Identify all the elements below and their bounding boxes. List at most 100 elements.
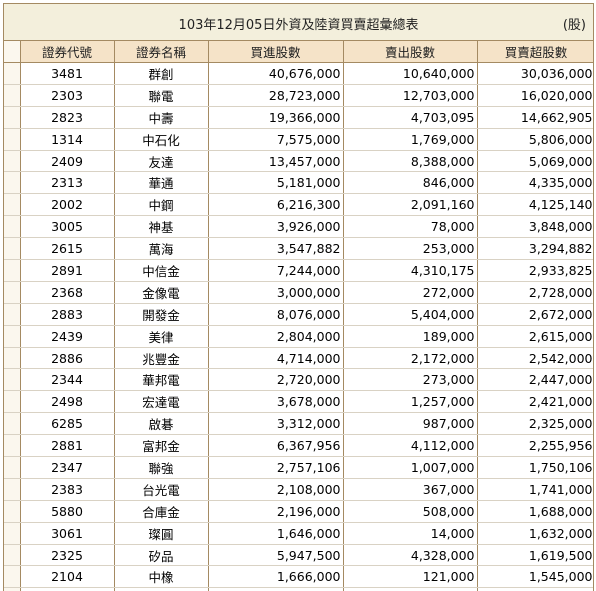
row-marker-cell xyxy=(4,259,21,282)
buy-shares-cell: 13,457,000 xyxy=(208,150,344,173)
buy-shares-cell: 7,244,000 xyxy=(208,259,344,282)
row-marker-cell xyxy=(4,281,21,304)
table-row: 2002 中鋼 6,216,300 2,091,160 4,125,140 xyxy=(4,193,593,217)
net-shares-cell: 2,447,000 xyxy=(477,368,593,392)
sell-shares-cell: 4,112,000 xyxy=(343,434,478,458)
stock-name-cell: 中壽 xyxy=(114,106,209,129)
stock-code-cell: 2823 xyxy=(20,106,115,129)
table-row: 2891 中信金 7,244,000 4,310,175 2,933,825 xyxy=(4,259,593,282)
net-shares-cell: 2,933,825 xyxy=(477,259,593,282)
sell-shares-cell: 896,000 xyxy=(343,587,478,591)
stock-code-cell: 1314 xyxy=(20,128,115,151)
report-title: 103年12月05日外資及陸資買賣超彙總表 xyxy=(178,18,419,33)
row-marker-cell xyxy=(4,368,21,392)
stock-name-cell: 瑞儀 xyxy=(114,587,209,591)
column-header-sell[interactable]: 賣出股數 xyxy=(343,41,478,63)
table-row: 2344 華邦電 2,720,000 273,000 2,447,000 xyxy=(4,368,593,392)
stock-code-cell: 2881 xyxy=(20,434,115,458)
row-marker-cell xyxy=(4,303,21,326)
sell-shares-cell: 1,257,000 xyxy=(343,390,478,414)
net-shares-cell: 2,672,000 xyxy=(477,303,593,326)
buy-shares-cell: 6,216,300 xyxy=(208,193,344,217)
stock-name-cell: 華邦電 xyxy=(114,368,209,392)
stock-code-cell: 2303 xyxy=(20,84,115,107)
net-shares-cell: 4,125,140 xyxy=(477,193,593,217)
net-shares-cell: 2,421,000 xyxy=(477,390,593,414)
net-shares-cell: 2,728,000 xyxy=(477,281,593,304)
net-shares-cell: 4,335,000 xyxy=(477,171,593,195)
row-marker-cell xyxy=(4,215,21,239)
table-header-row: 證券代號 證券名稱 買進股數 賣出股數 買賣超股數 xyxy=(4,41,593,63)
row-marker-cell xyxy=(4,237,21,261)
stock-name-cell: 兆豐金 xyxy=(114,347,209,370)
row-marker-cell xyxy=(4,434,21,458)
stock-code-cell: 3481 xyxy=(20,62,115,85)
buy-shares-cell: 2,757,106 xyxy=(208,456,344,479)
table-row: 2313 華通 5,181,000 846,000 4,335,000 xyxy=(4,171,593,195)
stock-code-cell: 2615 xyxy=(20,237,115,261)
row-marker-cell xyxy=(4,150,21,173)
sell-shares-cell: 1,007,000 xyxy=(343,456,478,479)
buy-shares-cell: 2,281,000 xyxy=(208,587,344,591)
buy-shares-cell: 6,367,956 xyxy=(208,434,344,458)
table-row: 2409 友達 13,457,000 8,388,000 5,069,000 xyxy=(4,150,593,173)
stock-name-cell: 群創 xyxy=(114,62,209,85)
column-header-name[interactable]: 證券名稱 xyxy=(114,41,209,63)
sell-shares-cell: 272,000 xyxy=(343,281,478,304)
row-marker-cell xyxy=(4,478,21,501)
column-header-buy[interactable]: 買進股數 xyxy=(208,41,344,63)
stock-name-cell: 中橡 xyxy=(114,565,209,589)
net-shares-cell: 2,542,000 xyxy=(477,347,593,370)
stock-name-cell: 宏達電 xyxy=(114,390,209,414)
row-marker-cell xyxy=(4,62,21,85)
buy-shares-cell: 8,076,000 xyxy=(208,303,344,326)
sell-shares-cell: 121,000 xyxy=(343,565,478,589)
buy-shares-cell: 4,714,000 xyxy=(208,347,344,370)
table-row: 1314 中石化 7,575,000 1,769,000 5,806,000 xyxy=(4,128,593,151)
net-shares-cell: 5,069,000 xyxy=(477,150,593,173)
sell-shares-cell: 14,000 xyxy=(343,522,478,545)
sell-shares-cell: 1,769,000 xyxy=(343,128,478,151)
sell-shares-cell: 987,000 xyxy=(343,412,478,436)
sell-shares-cell: 508,000 xyxy=(343,500,478,523)
net-shares-cell: 2,325,000 xyxy=(477,412,593,436)
table-row: 2383 台光電 2,108,000 367,000 1,741,000 xyxy=(4,478,593,501)
table-row: 2325 矽品 5,947,500 4,328,000 1,619,500 xyxy=(4,544,593,567)
net-shares-cell: 1,619,500 xyxy=(477,544,593,567)
buy-shares-cell: 3,312,000 xyxy=(208,412,344,436)
sell-shares-cell: 2,091,160 xyxy=(343,193,478,217)
stock-code-cell: 5880 xyxy=(20,500,115,523)
table-row: 2881 富邦金 6,367,956 4,112,000 2,255,956 xyxy=(4,434,593,458)
column-header-code[interactable]: 證券代號 xyxy=(20,41,115,63)
buy-shares-cell: 3,000,000 xyxy=(208,281,344,304)
net-shares-cell: 14,662,905 xyxy=(477,106,593,129)
buy-shares-cell: 2,108,000 xyxy=(208,478,344,501)
table-row: 2439 美律 2,804,000 189,000 2,615,000 xyxy=(4,325,593,348)
row-marker-header xyxy=(4,41,21,63)
stock-code-cell: 3005 xyxy=(20,215,115,239)
stock-name-cell: 萬海 xyxy=(114,237,209,261)
sell-shares-cell: 8,388,000 xyxy=(343,150,478,173)
stock-name-cell: 中信金 xyxy=(114,259,209,282)
table-row: 3481 群創 40,676,000 10,640,000 30,036,000 xyxy=(4,62,593,85)
table-row: 2823 中壽 19,366,000 4,703,095 14,662,905 xyxy=(4,106,593,129)
net-shares-cell: 1,385,000 xyxy=(477,587,593,591)
buy-shares-cell: 2,720,000 xyxy=(208,368,344,392)
column-header-net[interactable]: 買賣超股數 xyxy=(477,41,593,63)
table-row: 2498 宏達電 3,678,000 1,257,000 2,421,000 xyxy=(4,390,593,414)
net-shares-cell: 3,294,882 xyxy=(477,237,593,261)
stock-code-cell: 2104 xyxy=(20,565,115,589)
table-row: 2886 兆豐金 4,714,000 2,172,000 2,542,000 xyxy=(4,347,593,370)
row-marker-cell xyxy=(4,171,21,195)
row-marker-cell xyxy=(4,193,21,217)
sell-shares-cell: 4,310,175 xyxy=(343,259,478,282)
row-marker-cell xyxy=(4,544,21,567)
stock-code-cell: 3061 xyxy=(20,522,115,545)
stock-code-cell: 2891 xyxy=(20,259,115,282)
stock-name-cell: 合庫金 xyxy=(114,500,209,523)
buy-shares-cell: 5,947,500 xyxy=(208,544,344,567)
stock-name-cell: 開發金 xyxy=(114,303,209,326)
buy-shares-cell: 3,678,000 xyxy=(208,390,344,414)
buy-shares-cell: 1,646,000 xyxy=(208,522,344,545)
